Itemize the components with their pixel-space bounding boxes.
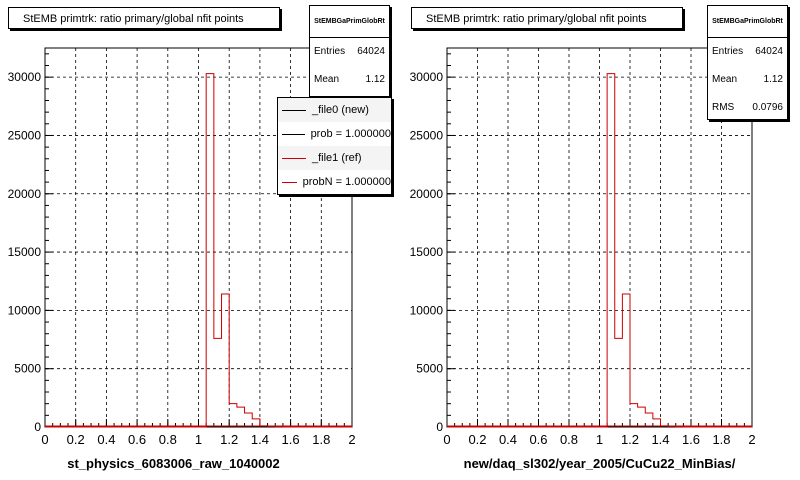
x-tick-label: 0 [41,432,48,447]
right-stats-mean: Mean 1.12 [712,74,783,85]
y-tick-label: 10000 [8,303,42,317]
right-stats-entries: Entries 64024 [712,46,783,57]
legend-swatch-black-2 [282,133,305,135]
left-plot-title: StEMB primtrk: ratio primary/global nfit… [8,7,280,29]
right-histogram-panel: 0 0.2 0.4 0.6 0.8 1 1.2 1.4 1.6 1.8 2 0 5000 10000 150… [410,47,756,471]
x-tick-label: 1.6 [682,432,700,447]
x-tick-label: 1.2 [621,432,639,447]
y-tick-label: 30000 [8,70,42,84]
legend-item-file1: _file1 (ref) [278,146,391,170]
y-tick-label: 5000 [14,362,41,376]
right-stats-rms: RMS 0.0796 [712,102,783,113]
x-tick-label: 1 [596,432,603,447]
y-tick-label: 15000 [8,245,42,259]
x-tick-label: 1.2 [220,432,238,447]
x-tick-label: 0.2 [468,432,486,447]
left-plot-title-text: StEMB primtrk: ratio primary/global nfit… [23,13,244,25]
y-tick-label: 10000 [410,303,444,317]
x-axis-label: st_physics_6083006_raw_1040002 [67,456,280,471]
x-tick-label: 2 [748,432,755,447]
x-tick-label: 0.4 [97,432,115,447]
y-tick-label: 5000 [416,362,443,376]
y-tick-label: 20000 [410,187,444,201]
x-tick-label: 0.4 [499,432,517,447]
right-stats-box: StEMBGaPrimGlobRt Entries 64024 Mean 1.1… [707,5,788,120]
x-tick-label: 1.8 [312,432,330,447]
x-tick-label: 0.8 [560,432,578,447]
x-tick-label: 0.6 [128,432,146,447]
x-tick-label: 1 [195,432,202,447]
x-axis-label: new/daq_sl302/year_2005/CuCu22_MinBias/ [464,456,736,471]
x-tick-label: 1.4 [251,432,269,447]
y-tick-label: 0 [34,420,41,434]
legend-item-probn: probN = 1.000000 [278,170,391,194]
legend-swatch-red-2 [282,181,297,183]
left-stats-entries: Entries 64024 [314,46,385,57]
left-stats-mean: Mean 1.12 [314,74,385,85]
y-tick-label: 30000 [410,70,444,84]
left-stats-header: StEMBGaPrimGlobRt [310,6,389,38]
legend-item-file0: _file0 (new) [278,98,391,122]
y-tick-label: 25000 [410,128,444,142]
right-plot-title-text: StEMB primtrk: ratio primary/global nfit… [426,13,647,25]
x-tick-label: 1.4 [651,432,669,447]
x-tick-label: 0.2 [67,432,85,447]
x-tick-label: 0.8 [159,432,177,447]
x-tick-label: 0 [443,432,450,447]
y-tick-label: 0 [436,420,443,434]
legend-swatch-red [282,157,306,159]
x-tick-label: 1.6 [282,432,300,447]
plot-frame [446,47,753,428]
legend-item-prob: prob = 1.000000 [278,122,391,146]
x-tick-label: 1.8 [712,432,730,447]
x-tick-label: 2 [348,432,355,447]
left-legend: _file0 (new) prob = 1.000000 _file1 (ref… [277,97,392,195]
right-stats-header: StEMBGaPrimGlobRt [708,6,787,38]
left-stats-box: StEMBGaPrimGlobRt Entries 64024 Mean 1.1… [309,5,390,97]
legend-swatch-black [282,109,306,111]
y-tick-label: 25000 [8,128,42,142]
x-tick-label: 0.6 [529,432,547,447]
y-tick-label: 15000 [410,245,444,259]
y-tick-label: 20000 [8,187,42,201]
right-plot-title: StEMB primtrk: ratio primary/global nfit… [411,7,683,29]
